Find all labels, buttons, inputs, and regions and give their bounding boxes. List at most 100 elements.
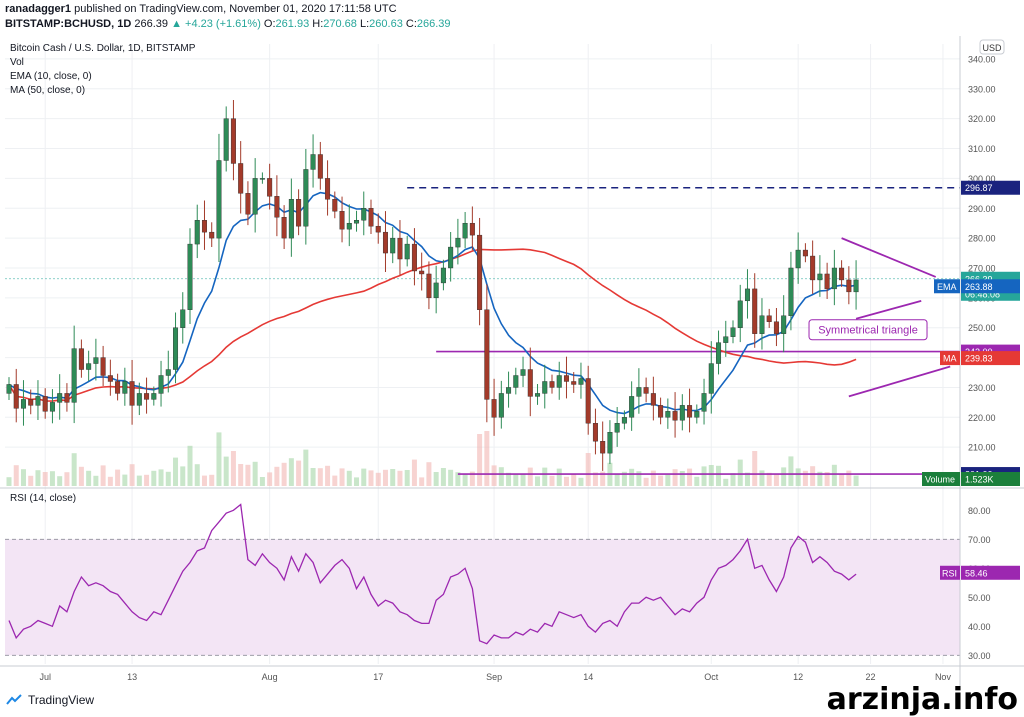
candle-body	[390, 237, 396, 254]
volume-bar	[354, 477, 360, 486]
volume-bar	[71, 453, 77, 486]
price-labels-layer: 296.87266.3906:48:08242.00201.00EMA263.8…	[922, 180, 1020, 580]
level-lines-layer	[5, 186, 960, 475]
time-tick-label: Jul	[39, 672, 51, 682]
volume-bar	[549, 475, 555, 486]
volume-bar	[744, 472, 750, 486]
currency-badge	[979, 39, 1005, 55]
candle-body	[636, 387, 642, 397]
candle-body	[650, 393, 656, 406]
volume-bar	[773, 474, 779, 486]
close-value: 266.39	[134, 18, 169, 30]
ma-line-layer	[8, 248, 857, 402]
volume-bar	[209, 474, 215, 486]
volume-bar	[57, 476, 63, 486]
rsi-tick-label: 80.00	[968, 506, 991, 516]
legend-vol[interactable]: Vol	[10, 57, 24, 68]
volume-bar	[687, 468, 693, 486]
candle-body	[230, 118, 236, 164]
candle-body	[122, 381, 128, 394]
candle-body	[93, 357, 99, 364]
rsi-value-label-bg	[961, 565, 1020, 580]
legend-title[interactable]: Bitcoin Cash / U.S. Dollar, 1D, BITSTAMP	[10, 43, 196, 54]
candle-body	[259, 178, 265, 180]
volume-bar	[180, 466, 186, 486]
volume-bar	[578, 477, 584, 486]
low-label: L:	[359, 18, 370, 30]
volume-bar	[122, 474, 128, 486]
time-tick-label: 13	[127, 672, 137, 682]
candle-body	[187, 243, 193, 310]
ma-line	[8, 248, 857, 402]
candle-body	[679, 405, 685, 421]
candle-body	[78, 348, 84, 370]
candle-body	[404, 243, 410, 260]
volume-bar	[643, 477, 649, 486]
volume-bar	[708, 465, 714, 486]
chart-canvas[interactable]: Symmetrical triangle 210.00220.00230.002…	[0, 36, 1024, 688]
close-ohlc-value: 266.39	[416, 18, 451, 30]
volume-bar	[802, 470, 808, 486]
resistance-price-label-bg	[961, 180, 1020, 195]
triangle-lower-line	[855, 299, 922, 320]
symbol-name[interactable]: BITSTAMP:BCHUSD, 1D	[5, 18, 132, 30]
ema-price-label-bg	[961, 279, 1020, 294]
candle-body	[498, 393, 504, 418]
volume-bar	[346, 470, 352, 486]
currency-label: USD	[982, 43, 1002, 53]
volume-bar	[636, 471, 642, 486]
volume-bar	[665, 474, 671, 486]
candle-body	[520, 369, 526, 376]
legend-ma[interactable]: MA (50, close, 0)	[10, 85, 86, 96]
volume-bar	[759, 470, 765, 486]
candle-body	[824, 273, 830, 290]
candle-body	[839, 267, 845, 281]
volume-bar	[115, 469, 121, 486]
candle-body	[571, 381, 577, 385]
legend-ema[interactable]: EMA (10, close, 0)	[10, 71, 92, 82]
candle-body	[296, 199, 302, 227]
countdown-label: 06:48:08	[965, 289, 1000, 299]
volume-bar	[498, 467, 504, 486]
volume-bar	[592, 472, 598, 486]
volume-bar	[382, 469, 388, 486]
volume-bar	[426, 462, 432, 486]
open-value: 261.93	[275, 18, 310, 30]
volume-bar	[165, 471, 171, 486]
volume-bar	[35, 470, 41, 486]
time-tick-label: 14	[583, 672, 593, 682]
candle-body	[245, 193, 251, 215]
candle-body	[701, 393, 707, 412]
candle-body	[491, 399, 497, 418]
volume-bar	[28, 475, 34, 486]
price-tick-label: 210.00	[968, 443, 996, 453]
candle-body	[151, 393, 157, 400]
rsi-band-layer	[5, 538, 960, 656]
volume-bar	[513, 474, 519, 486]
candle-body	[556, 375, 562, 388]
volume-bar	[672, 469, 678, 486]
volume-bar	[361, 468, 367, 486]
candle-body	[846, 279, 852, 293]
candle-body	[303, 169, 309, 227]
candle-body	[165, 369, 171, 376]
volume-bar	[129, 464, 135, 486]
price-tick-label: 310.00	[968, 144, 996, 154]
time-tick-label: Oct	[704, 672, 719, 682]
volume-bar	[679, 471, 685, 486]
publisher-name[interactable]: ranadagger1	[5, 3, 72, 15]
volume-tag: Volume	[925, 475, 955, 485]
tradingview-logo[interactable]: TradingView	[6, 693, 94, 707]
candle-body	[281, 217, 287, 239]
price-tick-label: 320.00	[968, 114, 996, 124]
volume-value-label: 1.523K	[965, 475, 994, 485]
candle-body	[223, 118, 229, 161]
rsi-legend[interactable]: RSI (14, close)	[10, 493, 77, 504]
candle-body	[28, 399, 34, 406]
volume-bar	[737, 459, 743, 486]
ma-price-label-bg	[961, 351, 1020, 366]
candle-body	[136, 393, 142, 406]
watermark: arzinja.info	[826, 682, 1018, 717]
candle-body	[411, 243, 417, 272]
candle-body	[325, 178, 331, 200]
